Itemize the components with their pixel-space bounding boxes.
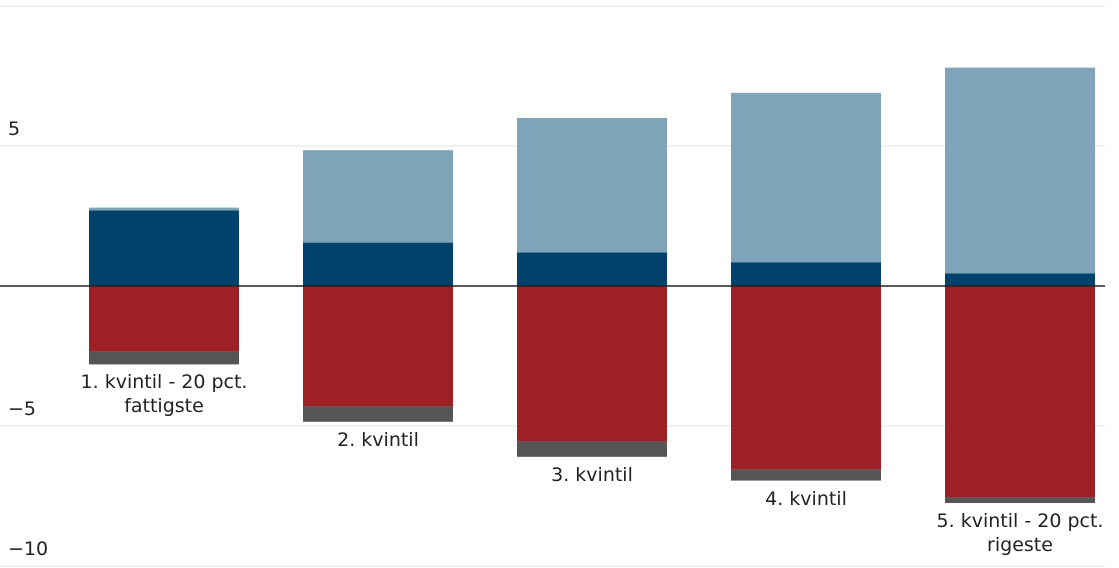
y-tick-label: −10	[8, 538, 49, 560]
bar-segment	[89, 207, 239, 211]
bar-segment	[731, 469, 881, 481]
y-tick-label: 5	[8, 118, 21, 140]
x-tick-label: 2. kvintil	[337, 428, 419, 451]
bar-segment	[945, 286, 1095, 498]
bar-segment	[89, 351, 239, 365]
bar-segment	[517, 286, 667, 442]
bar-segment	[945, 273, 1095, 286]
bar-segment	[303, 242, 453, 286]
bar-segment	[731, 262, 881, 286]
bar-segment	[517, 252, 667, 286]
bar-segment	[303, 406, 453, 422]
bar-segment	[89, 210, 239, 286]
bar-segment	[517, 118, 667, 253]
x-tick-label: 1. kvintil - 20 pct. fattigste	[80, 371, 248, 418]
bar-segment	[303, 286, 453, 407]
bar-segment	[303, 150, 453, 243]
x-tick-label: 3. kvintil	[551, 463, 633, 486]
bar-segment	[731, 92, 881, 263]
y-tick-label: −5	[8, 398, 37, 420]
x-tick-label: 4. kvintil	[765, 487, 847, 510]
bar-segment	[945, 67, 1095, 274]
x-tick-label: 5. kvintil - 20 pct. rigeste	[936, 510, 1104, 556]
bar-segment	[945, 497, 1095, 503]
bar-segment	[731, 286, 881, 470]
bar-segment	[517, 441, 667, 457]
bar-segment	[89, 286, 239, 352]
